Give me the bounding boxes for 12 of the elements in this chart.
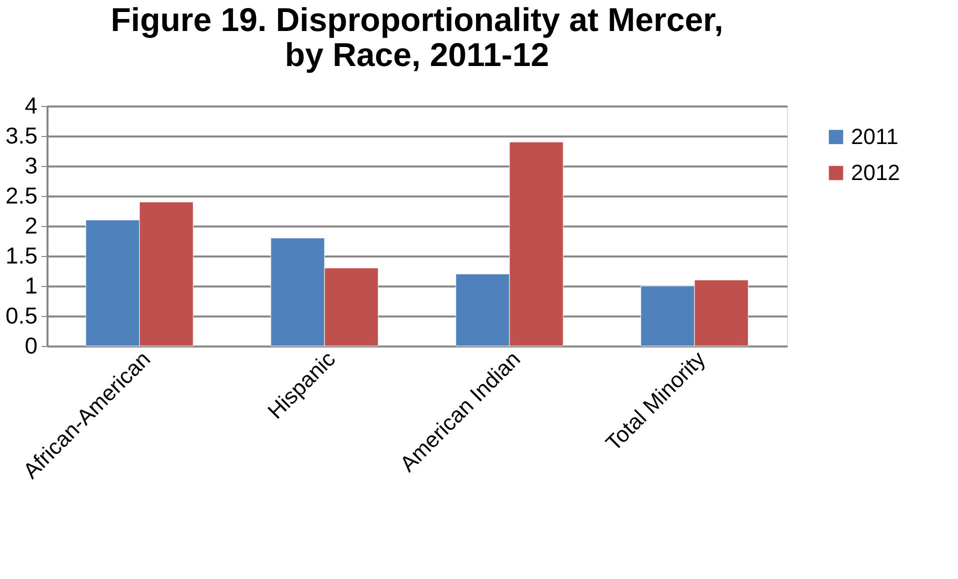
y-tick-label: 0.5 — [6, 302, 38, 328]
legend-label: 2012 — [851, 160, 900, 185]
y-tick-label: 2 — [24, 212, 38, 238]
legend-label: 2011 — [851, 124, 898, 149]
y-tick-label: 4 — [24, 92, 38, 118]
text: Figure 19. Disproportionality at Mercer, — [110, 1, 724, 38]
y-tick-label: 1 — [24, 272, 38, 298]
y-tick-label: 0 — [24, 332, 38, 358]
y-tick-label: 2.5 — [6, 182, 38, 208]
y-tick-label: 3.5 — [6, 122, 38, 148]
y-tick-label: 1.5 — [6, 242, 38, 268]
y-tick-label: 3 — [24, 152, 38, 178]
